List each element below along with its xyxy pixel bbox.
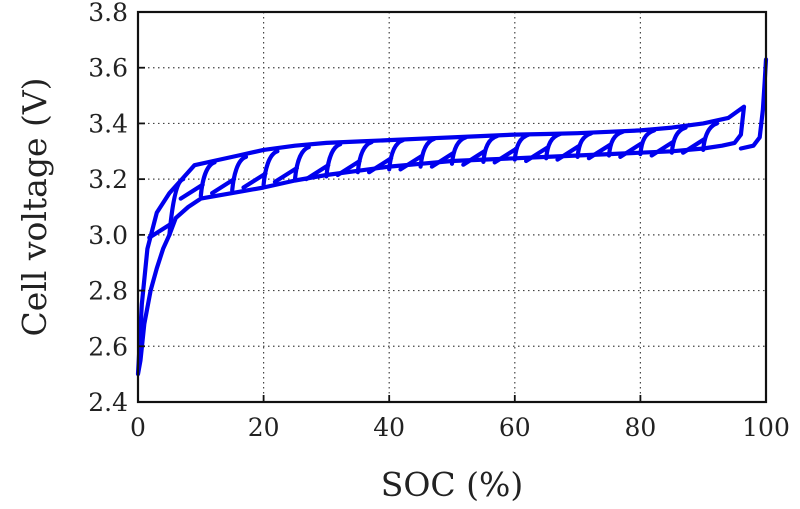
y-tick-label: 2.4 xyxy=(88,388,128,417)
relaxation-loop-6 xyxy=(335,140,374,178)
relaxation-loop-17 xyxy=(681,121,720,155)
y-tick-label: 3.4 xyxy=(88,109,128,138)
y-tick-label: 3.6 xyxy=(88,54,128,83)
relaxation-loop-15 xyxy=(618,128,657,159)
x-axis-label: SOC (%) xyxy=(381,465,524,504)
x-tick-label: 0 xyxy=(130,413,146,442)
y-tick-label: 2.8 xyxy=(88,277,128,306)
relaxation-loop-13 xyxy=(555,131,594,162)
relaxation-loop-10 xyxy=(461,133,500,167)
x-tick-label: 20 xyxy=(248,413,280,442)
x-tick-label: 80 xyxy=(624,413,656,442)
relaxation-loop-7 xyxy=(367,138,406,175)
series-line-1 xyxy=(738,57,769,151)
grid xyxy=(138,12,766,402)
relaxation-loop-1 xyxy=(178,160,217,201)
series-line-0 xyxy=(135,104,747,377)
relaxation-loop-2 xyxy=(210,154,249,196)
plot-frame xyxy=(136,10,768,404)
ticks: 0 20 40 60 80 100 2.4 2.6 2.8 3.0 3.2 3.4 3.6 3.8 xyxy=(88,0,790,442)
curves xyxy=(135,57,769,377)
relaxation-loop-8 xyxy=(398,136,437,172)
y-axis-label: Cell voltage (V) xyxy=(15,77,54,336)
relaxation-loop-4 xyxy=(272,145,311,184)
y-tick-label: 3.8 xyxy=(88,0,128,27)
y-tick-label: 3.0 xyxy=(88,221,128,250)
relaxation-loop-0 xyxy=(147,177,186,240)
x-tick-label: 40 xyxy=(373,413,405,442)
x-tick-label: 100 xyxy=(742,413,790,442)
relaxation-loop-3 xyxy=(241,149,280,190)
relaxation-loop-14 xyxy=(586,129,625,161)
relaxation-loop-9 xyxy=(429,135,468,169)
relaxation-loop-11 xyxy=(492,132,531,165)
x-tick-label: 60 xyxy=(499,413,531,442)
relaxation-loop-12 xyxy=(524,131,563,164)
y-tick-label: 2.6 xyxy=(88,332,128,361)
y-tick-label: 3.2 xyxy=(88,165,128,194)
relaxation-loop-5 xyxy=(304,142,343,182)
relaxation-loop-16 xyxy=(649,125,688,158)
